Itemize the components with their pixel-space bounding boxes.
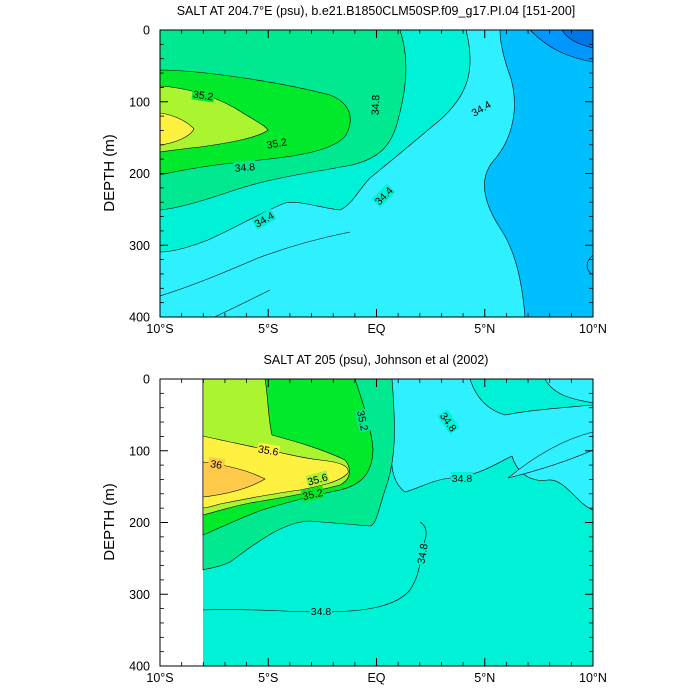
panel1-ylabel: DEPTH (m) [101, 134, 118, 212]
contour-label: 34.8 [452, 473, 473, 485]
contour-label: 35.6 [257, 443, 279, 458]
panel1-title: SALT AT 204.7°E (psu), b.e21.B1850CLM50S… [177, 4, 576, 18]
x-tick-label: 10°S [146, 322, 173, 336]
contour-extra-2 [213, 289, 271, 317]
y-tick-label: 0 [143, 24, 150, 38]
y-tick-label: 400 [129, 311, 150, 325]
y-tick-label: 100 [129, 95, 150, 109]
contour-label: 34.8 [415, 543, 430, 565]
y-tick-label: 200 [129, 167, 150, 181]
x-tick-label: 10°N [579, 322, 607, 336]
contour-label: 34.8 [311, 606, 332, 618]
contour-label: 36 [209, 458, 223, 472]
x-tick-label: 5°S [258, 671, 278, 685]
x-tick-label: 5°S [258, 322, 278, 336]
contour-label: 35.2 [302, 487, 325, 503]
y-tick-label: 300 [129, 239, 150, 253]
fill-level-33-2 [484, 30, 593, 317]
panel-model: SALT AT 204.7°E (psu), b.e21.B1850CLM50S… [101, 4, 607, 337]
contour-deep [202, 521, 427, 613]
panel1-contours [160, 30, 593, 317]
contour-label: 35.6 [306, 472, 329, 489]
fill-level-tongue [507, 431, 593, 479]
y-tick-label: 0 [143, 373, 150, 387]
contour-label: 35.2 [354, 410, 370, 433]
panel1-contour-labels: 35.2 34.8 34.4 35.2 34.8 34.4 34.4 [191, 87, 494, 230]
fill-level-34-0 [389, 379, 593, 511]
x-tick-label: 5°N [474, 671, 495, 685]
contour-label: 34.8 [370, 94, 383, 115]
panel2-title: SALT AT 205 (psu), Johnson et al (2002) [264, 353, 489, 367]
contour-label: 34.8 [234, 161, 256, 175]
panel2-ylabel: DEPTH (m) [101, 483, 118, 561]
x-tick-label: 10°N [579, 671, 607, 685]
y-tick-label: 200 [129, 516, 150, 530]
fill-level-35-6 [160, 112, 195, 146]
contour-label: 35.2 [266, 136, 288, 151]
x-tick-label: EQ [367, 322, 385, 336]
x-tick-label: 10°S [146, 671, 173, 685]
panel1-axes: 10°S 5°S EQ 5°N 10°N 0 100 200 300 400 [129, 24, 607, 337]
panel2-axes: 10°S 5°S EQ 5°N 10°N 0 100 200 300 400 [129, 373, 607, 686]
x-tick-label: 5°N [474, 322, 495, 336]
x-tick-label: EQ [367, 671, 385, 685]
contour-label: 35.2 [192, 89, 214, 104]
contour-extra [160, 231, 351, 297]
panel-observed: SALT AT 205 (psu), Johnson et al (2002) … [101, 353, 607, 685]
y-tick-label: 400 [129, 660, 150, 674]
y-tick-label: 300 [129, 588, 150, 602]
panel2-contour-labels: 35.6 36 35.6 35.2 35.2 34.8 34.8 34.8 34… [207, 408, 473, 618]
y-tick-label: 100 [129, 444, 150, 458]
fill-level-32-4 [561, 30, 593, 49]
panel2-contours [202, 379, 593, 666]
fill-level-north-corner [544, 379, 593, 404]
